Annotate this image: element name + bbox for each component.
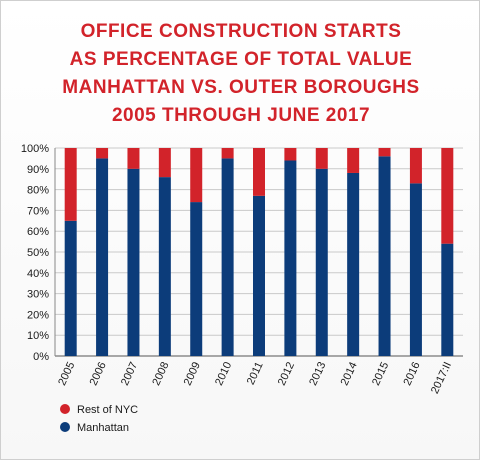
x-tick-label: 2014 (339, 360, 360, 387)
y-tick-label: 40% (27, 268, 49, 280)
bar-segment (221, 158, 234, 356)
bar-segment (378, 156, 391, 356)
y-tick-label: 0% (33, 351, 49, 363)
x-tick-label: 2010 (213, 360, 234, 387)
legend-marker (60, 404, 70, 414)
bar-segment (347, 172, 360, 356)
x-tick-label: 2017:II (429, 360, 454, 396)
x-axis-tick-labels: 2005 2006 2007 2008 2009 2010 2011 2012 2013 2014… (56, 360, 454, 396)
y-tick-label: 100% (21, 143, 49, 155)
bar-segment (64, 148, 77, 221)
legend: Rest of NYC Manhattan (60, 404, 138, 434)
legend-label: Rest of NYC (77, 404, 138, 416)
x-tick-label: 2005 (56, 360, 77, 387)
x-tick-label: 2006 (88, 360, 109, 387)
bar-segment (127, 168, 140, 356)
bar-segment (315, 168, 328, 356)
y-tick-label: 90% (27, 164, 49, 176)
bar-segment (284, 148, 297, 161)
y-tick-label: 80% (27, 185, 49, 197)
chart-title: OFFICE CONSTRUCTION STARTS AS PERCENTAGE… (62, 21, 419, 126)
chart-title-line: AS PERCENTAGE OF TOTAL VALUE (70, 49, 413, 70)
bar-segment (190, 202, 203, 356)
y-tick-label: 20% (27, 309, 49, 321)
y-tick-label: 60% (27, 226, 49, 238)
chart-title-line: 2005 THROUGH JUNE 2017 (112, 105, 370, 126)
bar-segment (409, 183, 422, 356)
x-tick-label: 2016 (401, 360, 422, 387)
chart-title-line: MANHATTAN VS. OUTER BOROUGHS (62, 77, 419, 98)
bar-segment (190, 148, 203, 203)
y-axis-tick-labels: 0% 10% 20% 30% 40% 50% 60% 70% 80% 90% 100% (21, 143, 49, 363)
bar-segment (378, 148, 391, 157)
y-tick-label: 30% (27, 289, 49, 301)
bar-segment (96, 158, 109, 356)
legend-marker (60, 422, 70, 432)
bar-segment (158, 148, 171, 178)
bar-segment (64, 220, 77, 356)
bar-segment (127, 148, 140, 169)
bar-segment (158, 177, 171, 356)
bar-segment (347, 148, 360, 173)
x-tick-label: 2012 (276, 360, 297, 387)
y-tick-label: 70% (27, 205, 49, 217)
x-tick-label: 2008 (150, 360, 171, 387)
y-tick-label: 10% (27, 330, 49, 342)
bar-segment (284, 160, 297, 356)
x-tick-label: 2013 (307, 360, 328, 387)
y-tick-label: 50% (27, 247, 49, 259)
bar-segment (441, 148, 454, 244)
x-tick-label: 2011 (245, 360, 266, 387)
bar-segment (253, 148, 265, 196)
bar-segment (253, 195, 265, 356)
bar-segment (221, 148, 234, 159)
bars (64, 148, 454, 356)
chart-title-line: OFFICE CONSTRUCTION STARTS (81, 21, 402, 42)
bar-segment (441, 243, 454, 356)
x-tick-label: 2007 (119, 360, 140, 387)
x-tick-label: 2015 (370, 360, 391, 387)
bar-segment (409, 148, 422, 184)
bar-segment (96, 148, 109, 159)
legend-label: Manhattan (77, 422, 129, 434)
x-tick-label: 2009 (182, 360, 203, 387)
bar-segment (315, 148, 328, 169)
